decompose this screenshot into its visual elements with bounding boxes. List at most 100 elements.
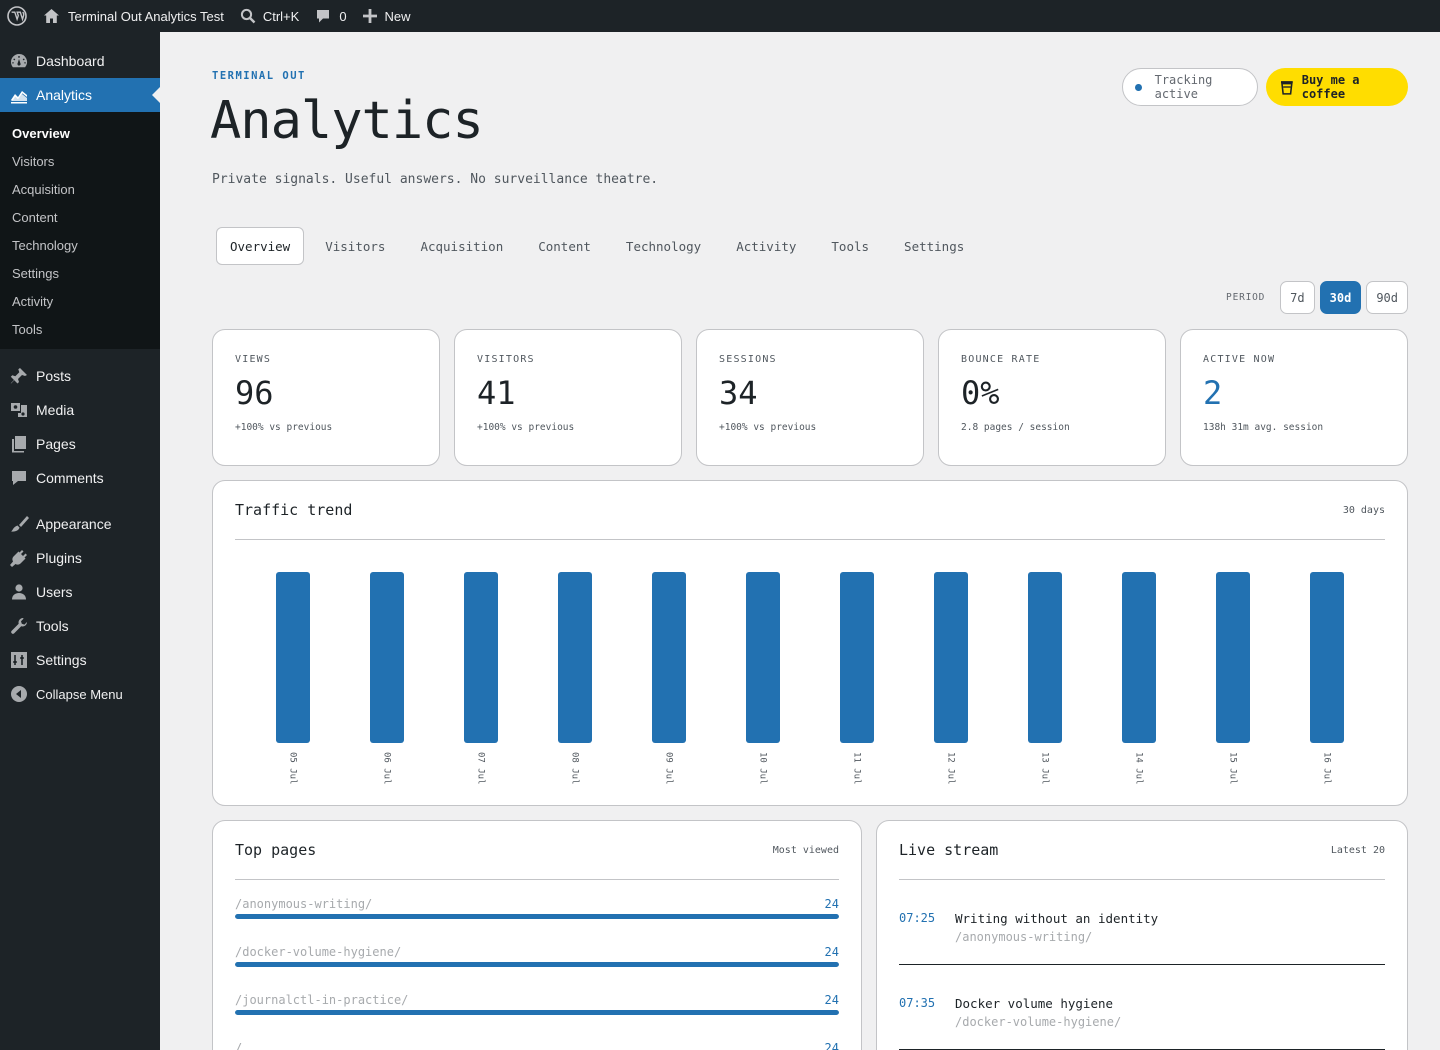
site-name-link[interactable]: Terminal Out Analytics Test <box>35 0 232 32</box>
sidebar-item-comments[interactable]: Comments <box>0 461 160 495</box>
trend-bar[interactable] <box>934 572 968 743</box>
tab-activity[interactable]: Activity <box>736 238 797 254</box>
sidebar-item-posts[interactable]: Posts <box>0 359 160 393</box>
panel-title: Traffic trend <box>235 501 353 519</box>
top-page-row[interactable]: / 24 <box>235 1041 839 1050</box>
sidebar-item-dashboard[interactable]: Dashboard <box>0 44 160 78</box>
live-event[interactable]: 07:25 Writing without an identity /anony… <box>899 880 1385 965</box>
trend-bar[interactable] <box>558 572 592 743</box>
trend-tick-label: 11 Jul <box>852 752 862 785</box>
submenu-item-settings[interactable]: Settings <box>12 265 59 281</box>
trend-tick-label: 08 Jul <box>570 752 580 785</box>
sidebar-item-collapse-menu[interactable]: Collapse Menu <box>0 677 160 711</box>
stat-note: +100% vs previous <box>719 422 817 433</box>
sidebar-item-appearance[interactable]: Appearance <box>0 507 160 541</box>
tab-acquisition[interactable]: Acquisition <box>420 238 504 254</box>
page-tagline: Private signals. Useful answers. No surv… <box>212 172 659 187</box>
tab-content[interactable]: Content <box>538 238 591 254</box>
submenu-item-tools[interactable]: Tools <box>12 321 43 337</box>
top-page-row[interactable]: /anonymous-writing/ 24 <box>235 897 839 945</box>
new-content-button[interactable]: New <box>355 0 419 32</box>
submenu-item-technology[interactable]: Technology <box>12 237 78 253</box>
submenu-item-acquisition[interactable]: Acquisition <box>12 181 75 197</box>
comments-link[interactable]: 0 <box>307 0 354 32</box>
sidebar-item-analytics[interactable]: Analytics <box>0 78 160 112</box>
sidebar-item-label: Appearance <box>36 516 112 532</box>
search-icon <box>240 8 256 24</box>
collapse-icon <box>9 684 29 704</box>
live-stream-list: 07:25 Writing without an identity /anony… <box>899 880 1385 1050</box>
stat-value: 2 <box>1203 374 1223 412</box>
top-page-bar-track <box>235 1010 839 1015</box>
sidebar-item-label: Settings <box>36 652 87 668</box>
tab-tools[interactable]: Tools <box>831 238 870 254</box>
stat-note: 138h 31m avg. session <box>1203 422 1324 433</box>
tab-visitors[interactable]: Visitors <box>325 238 386 254</box>
period-30d-button[interactable]: 30d <box>1319 281 1362 314</box>
submenu-item-content[interactable]: Content <box>12 209 58 225</box>
tab-technology[interactable]: Technology <box>625 238 702 254</box>
user-icon <box>9 582 29 602</box>
sidebar-item-media[interactable]: Media <box>0 393 160 427</box>
page-title: Analytics <box>210 91 484 151</box>
sidebar-item-tools[interactable]: Tools <box>0 609 160 643</box>
submenu-item-visitors[interactable]: Visitors <box>12 153 55 169</box>
trend-bar[interactable] <box>1028 572 1062 743</box>
sliders-icon <box>9 650 29 670</box>
trend-bar[interactable] <box>370 572 404 743</box>
top-page-path: /docker-volume-hygiene/ <box>235 945 402 959</box>
stat-label: VIEWS <box>235 354 272 365</box>
search-shortcut-button[interactable]: Ctrl+K <box>232 0 307 32</box>
stat-label: BOUNCE RATE <box>961 354 1041 365</box>
new-label: New <box>384 8 411 24</box>
top-page-path: / <box>235 1041 243 1050</box>
panel-title: Top pages <box>235 841 317 859</box>
trend-tick-label: 12 Jul <box>946 752 956 785</box>
submenu-item-activity[interactable]: Activity <box>12 293 54 309</box>
trend-tick-label: 06 Jul <box>382 752 392 785</box>
period-label: PERIOD <box>1226 292 1266 303</box>
trend-bar[interactable] <box>464 572 498 743</box>
event-title: Docker volume hygiene <box>955 996 1114 1011</box>
pin-icon <box>9 366 29 386</box>
trend-bar[interactable] <box>746 572 780 743</box>
stat-value: 96 <box>235 374 274 412</box>
top-page-bar-track <box>235 914 839 919</box>
sidebar-item-pages[interactable]: Pages <box>0 427 160 461</box>
analytics-submenu: Overview Visitors Acquisition Content Te… <box>0 112 160 349</box>
comment-icon <box>317 10 330 23</box>
sidebar-item-label: Tools <box>36 618 69 634</box>
sidebar-item-settings[interactable]: Settings <box>0 643 160 677</box>
comments-count: 0 <box>339 8 347 24</box>
trend-bar[interactable] <box>652 572 686 743</box>
period-7d-button[interactable]: 7d <box>1280 281 1315 314</box>
top-page-row[interactable]: /journalctl-in-practice/ 24 <box>235 993 839 1041</box>
trend-bar[interactable] <box>276 572 310 743</box>
analytics-icon <box>9 85 29 105</box>
sidebar-item-plugins[interactable]: Plugins <box>0 541 160 575</box>
traffic-trend-chart: 05 Jul 06 Jul 07 Jul 08 Jul 09 Jul 10 Jul 11 J… <box>276 572 1344 785</box>
trend-bar[interactable] <box>1216 572 1250 743</box>
wordpress-logo-icon[interactable] <box>0 0 35 32</box>
tab-settings[interactable]: Settings <box>904 238 965 254</box>
period-selector: PERIOD 7d 30d 90d <box>1226 281 1408 314</box>
sidebar-item-label: Analytics <box>36 87 93 103</box>
live-event[interactable]: 07:35 Docker volume hygiene /docker-volu… <box>899 965 1385 1050</box>
top-pages-panel: Top pages Most viewed /anonymous-writing… <box>212 820 862 1050</box>
tracking-status-badge: Tracking active <box>1122 68 1258 106</box>
sidebar-item-label: Users <box>36 584 73 600</box>
trend-bar[interactable] <box>1122 572 1156 743</box>
panel-header: Live stream Latest 20 <box>899 821 1385 880</box>
site-name: Terminal Out Analytics Test <box>68 8 224 24</box>
sidebar-item-users[interactable]: Users <box>0 575 160 609</box>
trend-bar[interactable] <box>840 572 874 743</box>
period-90d-button[interactable]: 90d <box>1366 281 1408 314</box>
trend-bar[interactable] <box>1310 572 1344 743</box>
event-path: /docker-volume-hygiene/ <box>955 1015 1122 1029</box>
submenu-item-overview[interactable]: Overview <box>12 125 70 141</box>
buy-me-a-coffee-button[interactable]: Buy me a coffee <box>1266 68 1408 106</box>
comment-icon <box>9 468 29 488</box>
top-page-row[interactable]: /docker-volume-hygiene/ 24 <box>235 945 839 993</box>
tab-overview[interactable]: Overview <box>216 227 305 265</box>
event-title: Writing without an identity <box>955 911 1159 926</box>
